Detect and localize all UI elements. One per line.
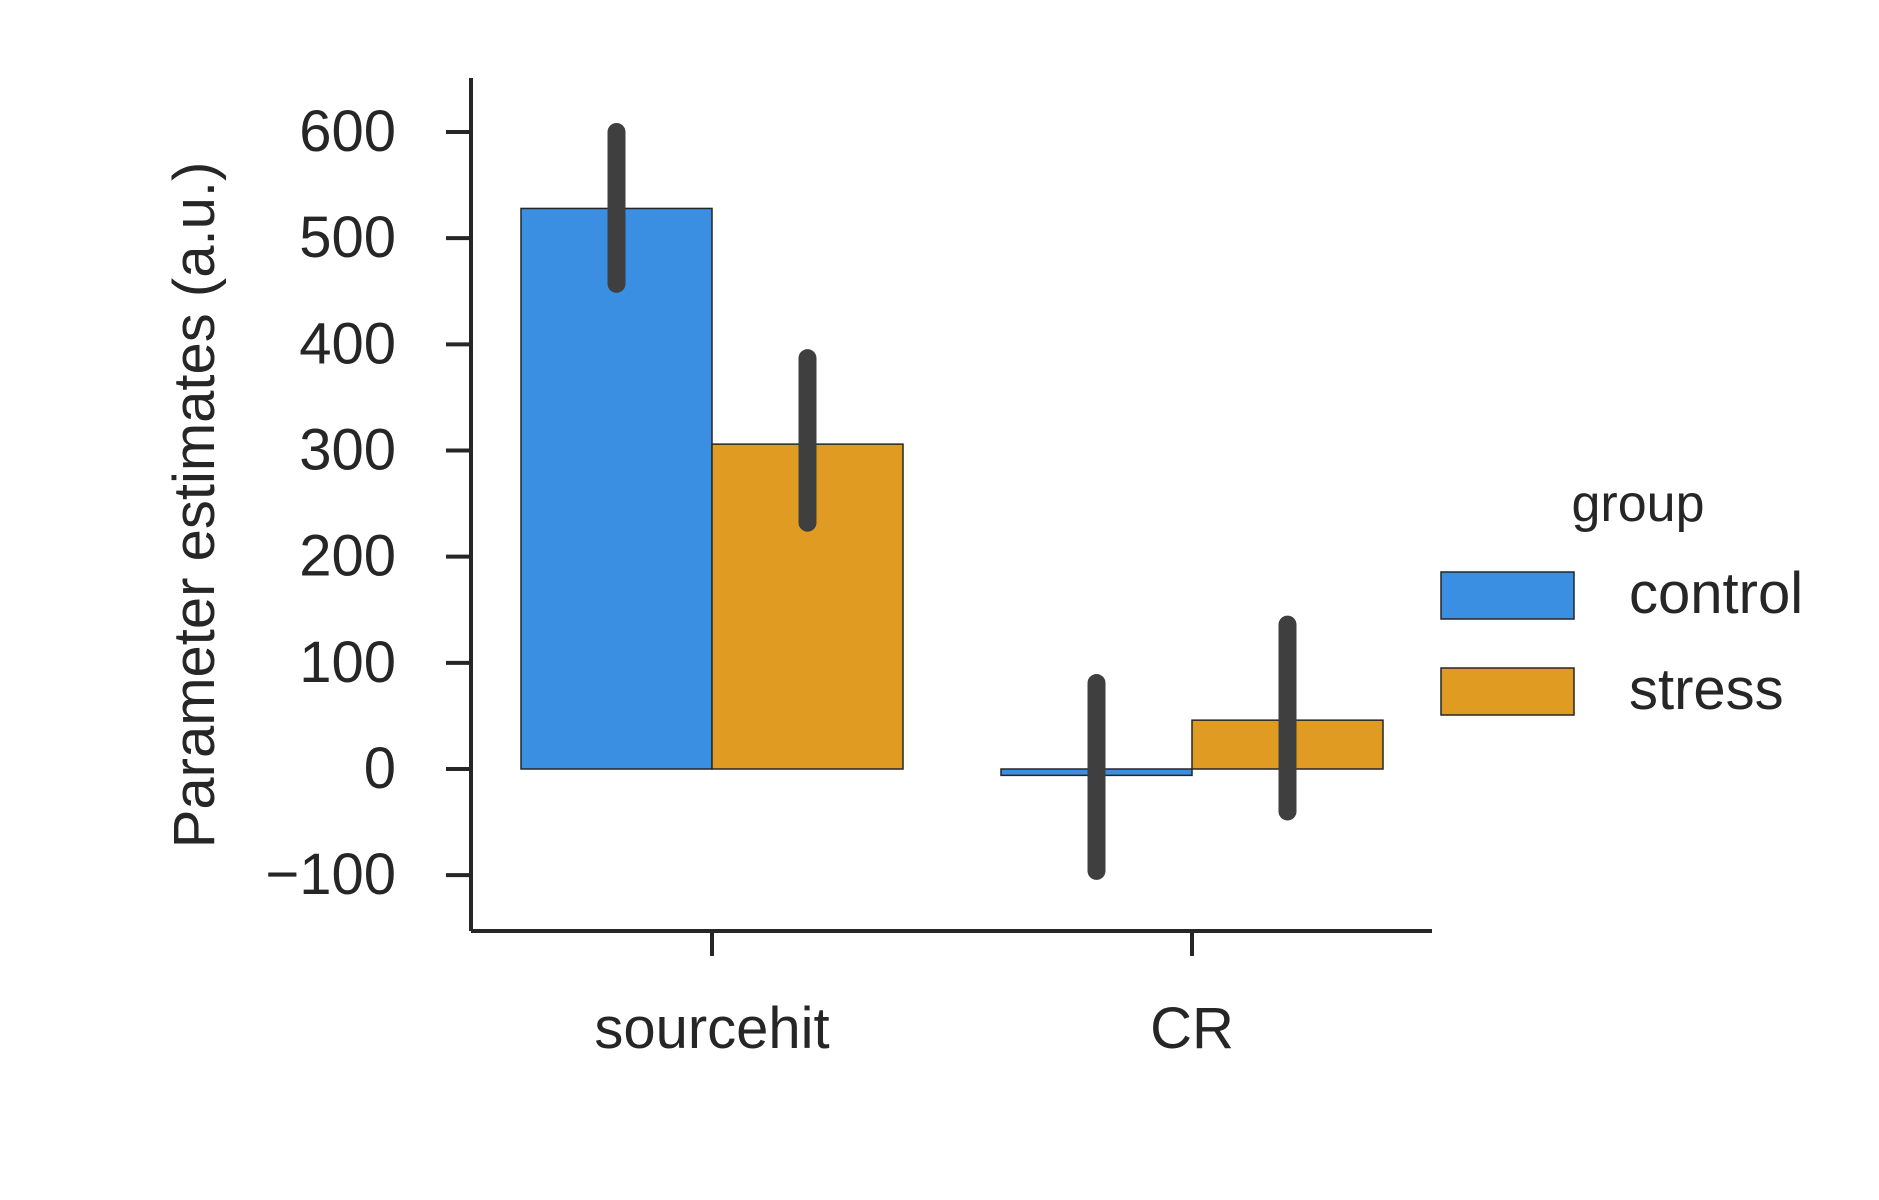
x-ticks: sourcehit CR: [594, 931, 1234, 1061]
y-tick-label: 200: [299, 524, 396, 589]
y-tick-label: 400: [299, 311, 396, 376]
y-ticks: −100 0 100 200 300 400 500 600: [265, 99, 471, 907]
legend-label-stress: stress: [1629, 657, 1784, 722]
error-bars-layer: [607, 123, 1297, 880]
y-tick-label: 0: [364, 736, 396, 801]
x-tick-label: CR: [1150, 996, 1234, 1061]
x-tick-label: sourcehit: [594, 996, 829, 1061]
legend-swatch-stress: [1440, 667, 1575, 716]
y-tick-label: 600: [299, 99, 396, 164]
y-tick-label: 100: [299, 630, 396, 695]
bars-layer: [520, 207, 1384, 777]
y-tick-label: 500: [299, 205, 396, 270]
legend: group control stress: [1440, 475, 1803, 722]
axes: −100 0 100 200 300 400 500 600 sourcehit CR Para…: [162, 78, 1432, 1061]
y-tick-label: −100: [265, 842, 396, 907]
legend-label-control: control: [1629, 561, 1803, 626]
legend-items: control stress: [1440, 561, 1803, 722]
y-tick-label: 300: [299, 418, 396, 483]
legend-swatch-control: [1440, 571, 1575, 620]
legend-title: group: [1572, 475, 1705, 533]
y-axis-label: Parameter estimates (a.u.): [162, 162, 227, 849]
bar-control-sourcehit: [520, 207, 713, 770]
